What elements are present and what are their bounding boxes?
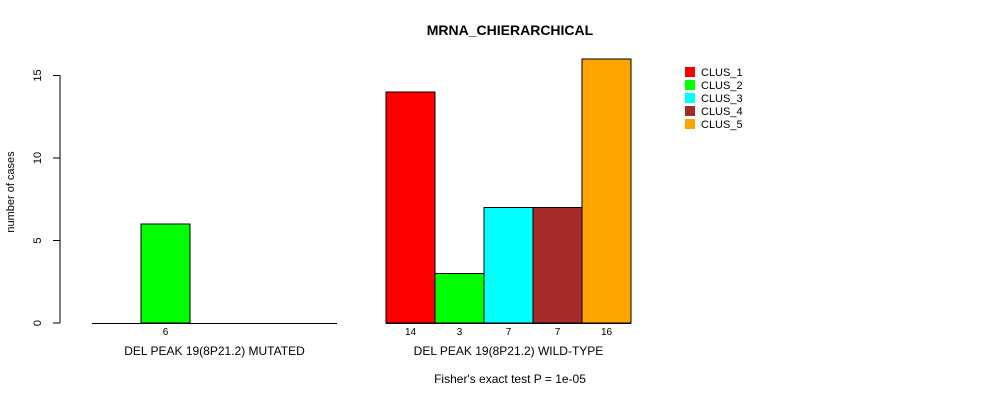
bar-clus-2	[434, 273, 485, 324]
y-tick-label: 15	[32, 69, 44, 81]
legend-item: CLUS_2	[685, 80, 743, 92]
legend-swatch	[685, 119, 695, 129]
legend-item: CLUS_3	[685, 93, 743, 105]
bar-clus-4	[532, 207, 583, 324]
legend-item: CLUS_5	[685, 119, 743, 131]
bar-clus-3	[483, 207, 534, 324]
y-tick-label: 0	[32, 320, 44, 326]
y-axis-label: number of cases	[5, 151, 17, 233]
bar-count-label: 16	[601, 327, 613, 338]
bar-clus-5	[581, 58, 632, 324]
bar-clus-1	[385, 91, 436, 324]
bar-group: 6 DEL PEAK 19(8P21.2) MUTATED	[92, 223, 337, 358]
legend-swatch	[685, 80, 695, 90]
legend-swatch	[685, 67, 695, 77]
chart-title: MRNA_CHIERARCHICAL	[427, 22, 594, 38]
legend-label: CLUS_5	[701, 119, 743, 131]
legend-label: CLUS_3	[701, 93, 743, 105]
group-label: DEL PEAK 19(8P21.2) WILD-TYPE	[414, 344, 604, 358]
y-axis: 0 5 10 15	[32, 69, 61, 326]
bar-count-label: 3	[457, 327, 463, 338]
bar-count-label: 7	[506, 327, 512, 338]
legend-label: CLUS_1	[701, 67, 743, 79]
legend-swatch	[685, 93, 695, 103]
bar-group: 14 3 7 7 16 DEL PEAK 19(8P21.2) WILD-TYPE	[385, 58, 632, 358]
legend-label: CLUS_4	[701, 106, 743, 118]
fisher-test-footnote: Fisher's exact test P = 1e-05	[434, 372, 586, 386]
legend-item: CLUS_4	[685, 106, 743, 118]
bar-count-label: 14	[405, 327, 417, 338]
bar-clus-2	[140, 223, 191, 324]
group-label: DEL PEAK 19(8P21.2) MUTATED	[124, 344, 305, 358]
bar-count-label: 7	[555, 327, 561, 338]
legend-label: CLUS_2	[701, 80, 743, 92]
y-tick-label: 10	[32, 152, 44, 164]
bar-count-label: 6	[163, 327, 169, 338]
bar-groups: 6 DEL PEAK 19(8P21.2) MUTATED 14 3 7 7 16 DEL P…	[92, 58, 632, 358]
legend-swatch	[685, 106, 695, 116]
legend-item: CLUS_1	[685, 67, 743, 79]
y-tick-label: 5	[32, 237, 44, 243]
